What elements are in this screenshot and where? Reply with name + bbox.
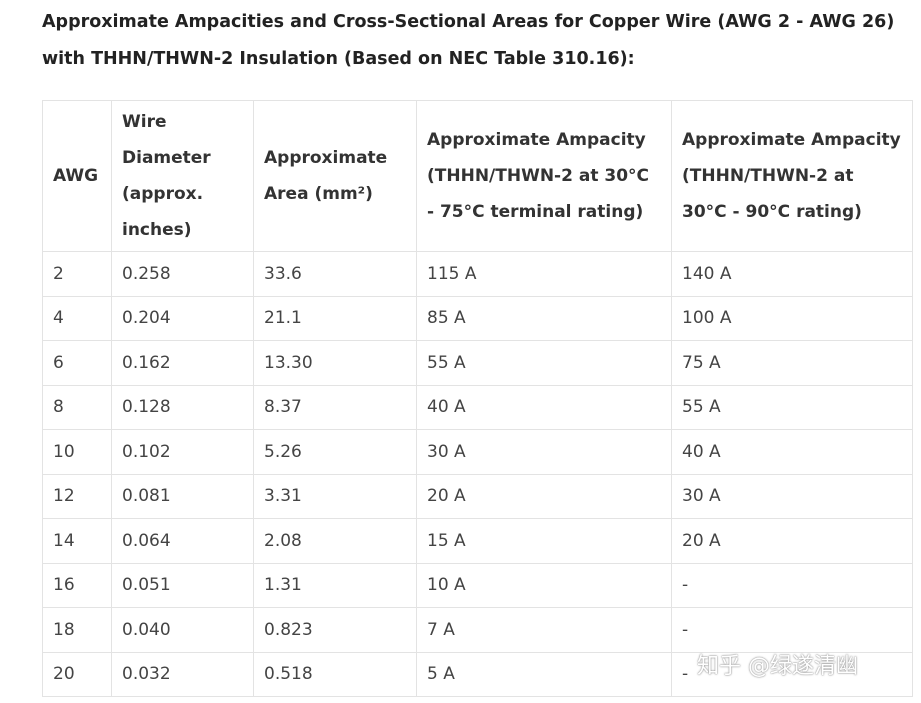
table-row: 20 0.032 0.518 5 A-: [42, 651, 913, 697]
header-row: AWG Wire Diameter (approx. inches) Approxi…: [42, 100, 913, 252]
table-cell: 2: [42, 251, 112, 297]
table-cell: 0.064: [111, 518, 254, 564]
table-cell: 100 A: [671, 295, 913, 341]
table-cell: 115 A: [416, 251, 672, 297]
table-cell: -: [671, 651, 913, 697]
table-cell: 40 A: [671, 429, 913, 475]
table-row: 14 0.064 2.08 15 A 20 A: [42, 518, 913, 564]
table-cell: 7 A: [416, 607, 672, 653]
table-cell: 30 A: [416, 429, 672, 475]
wire-table: AWG Wire Diameter (approx. inches) Approxi…: [42, 100, 913, 697]
table-cell: 16: [42, 562, 112, 608]
table-cell: 6: [42, 340, 112, 386]
table-cell: 3.31: [253, 473, 417, 519]
table-cell: 40 A: [416, 384, 672, 430]
table-row: 2 0.258 33.6 115 A 140 A: [42, 251, 913, 297]
table-row: 12 0.081 3.31 20 A 30 A: [42, 473, 913, 519]
table-cell: 8.37: [253, 384, 417, 430]
table-cell: 12: [42, 473, 112, 519]
table-cell: 0.081: [111, 473, 254, 519]
header-cell: AWG: [42, 100, 112, 252]
table-row: 16 0.051 1.31 10 A-: [42, 562, 913, 608]
table-row: 6 0.162 13.30 55 A 75 A: [42, 340, 913, 386]
table-head: AWG Wire Diameter (approx. inches) Approxi…: [42, 100, 913, 252]
table-cell: 1.31: [253, 562, 417, 608]
table-cell: 20: [42, 651, 112, 697]
title: Approximate Ampacities and Cross-Section…: [42, 12, 895, 69]
table-cell: 5.26: [253, 429, 417, 475]
table-cell: 30 A: [671, 473, 913, 519]
table-cell: 18: [42, 607, 112, 653]
table-row: 8 0.128 8.37 40 A 55 A: [42, 384, 913, 430]
table-cell: 13.30: [253, 340, 417, 386]
table-cell: 0.102: [111, 429, 254, 475]
table-cell: 0.051: [111, 562, 254, 608]
table-cell: 21.1: [253, 295, 417, 341]
table-cell: 55 A: [416, 340, 672, 386]
header-cell: Wire Diameter (approx. inches): [111, 100, 254, 252]
table-cell: 10 A: [416, 562, 672, 608]
table-cell: 0.162: [111, 340, 254, 386]
table-cell: 140 A: [671, 251, 913, 297]
table-cell: 0.128: [111, 384, 254, 430]
table-cell: 55 A: [671, 384, 913, 430]
table-cell: 0.032: [111, 651, 254, 697]
table-cell: 0.823: [253, 607, 417, 653]
header-cell: Approximate Ampacity (THHN/THWN-2 at 30°…: [416, 100, 672, 252]
table-cell: -: [671, 562, 913, 608]
table-cell: 33.6: [253, 251, 417, 297]
table-row: 18 0.040 0.823 7 A-: [42, 607, 913, 653]
header-cell: Approximate Ampacity (THHN/THWN-2 at 30°…: [671, 100, 913, 252]
table-cell: 20 A: [416, 473, 672, 519]
table-cell: 5 A: [416, 651, 672, 697]
table-cell: 14: [42, 518, 112, 564]
table-cell: 4: [42, 295, 112, 341]
table-cell: 75 A: [671, 340, 913, 386]
table-cell: 85 A: [416, 295, 672, 341]
header-cell: Approximate Area (mm²): [253, 100, 417, 252]
table-cell: -: [671, 607, 913, 653]
watermark: 知乎 @绿遂清幽: [697, 654, 858, 679]
table-cell: 15 A: [416, 518, 672, 564]
table-row: 4 0.204 21.1 85 A 100 A: [42, 295, 913, 341]
table-cell: 8: [42, 384, 112, 430]
table-cell: 0.204: [111, 295, 254, 341]
table-cell: 0.518: [253, 651, 417, 697]
table-cell: 0.258: [111, 251, 254, 297]
table-cell: 20 A: [671, 518, 913, 564]
table-row: 10 0.102 5.26 30 A 40 A: [42, 429, 913, 475]
table-cell: 0.040: [111, 607, 254, 653]
table-cell: 2.08: [253, 518, 417, 564]
table-cell: 10: [42, 429, 112, 475]
